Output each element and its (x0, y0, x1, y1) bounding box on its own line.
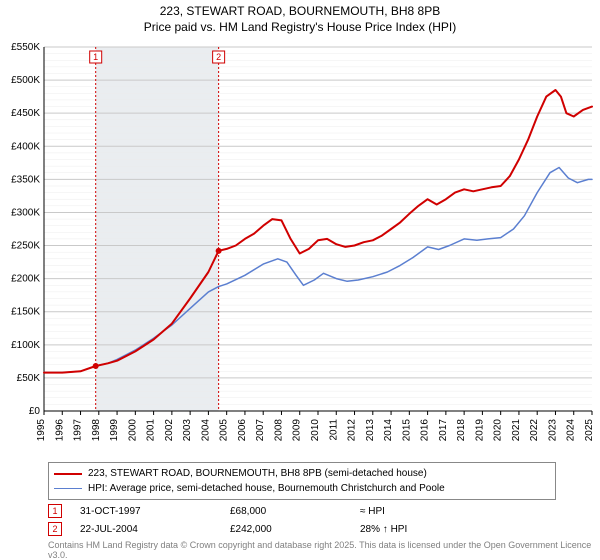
svg-text:2025: 2025 (584, 419, 595, 442)
svg-text:£150K: £150K (11, 307, 40, 318)
svg-text:£0: £0 (29, 406, 41, 417)
svg-text:2015: 2015 (401, 419, 412, 442)
sales-table: 1 31-OCT-1997 £68,000 ≈ HPI 2 22-JUL-200… (48, 502, 556, 538)
price-chart: £0 £50K £100K £150K £200K £250K £300K £350K £400… (0, 35, 600, 455)
svg-text:2007: 2007 (255, 419, 266, 442)
sale-date-2: 22-JUL-2004 (80, 524, 230, 535)
legend-item-price: 223, STEWART ROAD, BOURNEMOUTH, BH8 8PB … (54, 466, 550, 481)
sale-num-1: 1 (52, 506, 57, 516)
svg-text:1995: 1995 (36, 419, 47, 442)
svg-text:1999: 1999 (109, 419, 120, 442)
sale-vs-hpi-1: ≈ HPI (360, 506, 556, 517)
sale-marker-2: 2 (48, 522, 62, 536)
svg-text:2016: 2016 (420, 419, 431, 442)
svg-text:£100K: £100K (11, 340, 40, 351)
svg-text:2022: 2022 (529, 419, 540, 442)
svg-text:2018: 2018 (456, 419, 467, 442)
svg-text:2013: 2013 (365, 419, 376, 442)
sale-price-1: £68,000 (230, 506, 360, 517)
svg-text:2012: 2012 (347, 419, 358, 442)
legend-label-price: 223, STEWART ROAD, BOURNEMOUTH, BH8 8PB … (88, 468, 427, 479)
svg-text:2024: 2024 (566, 419, 577, 442)
svg-text:£350K: £350K (11, 175, 40, 186)
chart-title-block: 223, STEWART ROAD, BOURNEMOUTH, BH8 8PB … (0, 0, 600, 35)
svg-text:£450K: £450K (11, 108, 40, 119)
svg-text:2006: 2006 (237, 419, 248, 442)
legend-swatch-price (54, 473, 82, 475)
svg-text:2009: 2009 (292, 419, 303, 442)
svg-text:2019: 2019 (474, 419, 485, 442)
footnote: Contains HM Land Registry data © Crown c… (48, 540, 600, 560)
svg-text:2011: 2011 (328, 419, 339, 441)
svg-text:1997: 1997 (73, 419, 84, 442)
svg-text:2: 2 (216, 52, 221, 62)
svg-text:£300K: £300K (11, 208, 40, 219)
svg-text:2001: 2001 (146, 419, 157, 442)
svg-text:2020: 2020 (493, 419, 504, 442)
legend: 223, STEWART ROAD, BOURNEMOUTH, BH8 8PB … (48, 462, 556, 500)
legend-item-hpi: HPI: Average price, semi-detached house,… (54, 481, 550, 496)
title-line1: 223, STEWART ROAD, BOURNEMOUTH, BH8 8PB (0, 4, 600, 20)
svg-text:£400K: £400K (11, 141, 40, 152)
svg-text:1998: 1998 (91, 419, 102, 442)
svg-text:2014: 2014 (383, 419, 394, 442)
svg-text:1: 1 (93, 52, 98, 62)
legend-label-hpi: HPI: Average price, semi-detached house,… (88, 483, 445, 494)
svg-text:2003: 2003 (182, 419, 193, 442)
sale-price-2: £242,000 (230, 524, 360, 535)
svg-text:2002: 2002 (164, 419, 175, 442)
svg-text:£250K: £250K (11, 241, 40, 252)
svg-text:2004: 2004 (200, 419, 211, 442)
svg-text:2000: 2000 (127, 419, 138, 442)
sale-num-2: 2 (52, 524, 57, 534)
title-line2: Price paid vs. HM Land Registry's House … (0, 20, 600, 36)
sale-date-1: 31-OCT-1997 (80, 506, 230, 517)
sale-vs-hpi-2: 28% ↑ HPI (360, 524, 556, 535)
legend-swatch-hpi (54, 488, 82, 489)
svg-text:2010: 2010 (310, 419, 321, 442)
svg-text:2017: 2017 (438, 419, 449, 442)
svg-text:2021: 2021 (511, 419, 522, 442)
sale-row-1: 1 31-OCT-1997 £68,000 ≈ HPI (48, 502, 556, 520)
svg-text:2005: 2005 (219, 419, 230, 442)
svg-text:£550K: £550K (11, 42, 40, 53)
svg-text:£50K: £50K (17, 373, 41, 384)
svg-text:2023: 2023 (547, 419, 558, 442)
sale-row-2: 2 22-JUL-2004 £242,000 28% ↑ HPI (48, 520, 556, 538)
svg-text:£200K: £200K (11, 274, 40, 285)
sale-marker-1: 1 (48, 504, 62, 518)
svg-text:2008: 2008 (273, 419, 284, 442)
svg-text:£500K: £500K (11, 75, 40, 86)
svg-text:1996: 1996 (54, 419, 65, 442)
chart-svg: £0 £50K £100K £150K £200K £250K £300K £350K £400… (0, 35, 600, 455)
